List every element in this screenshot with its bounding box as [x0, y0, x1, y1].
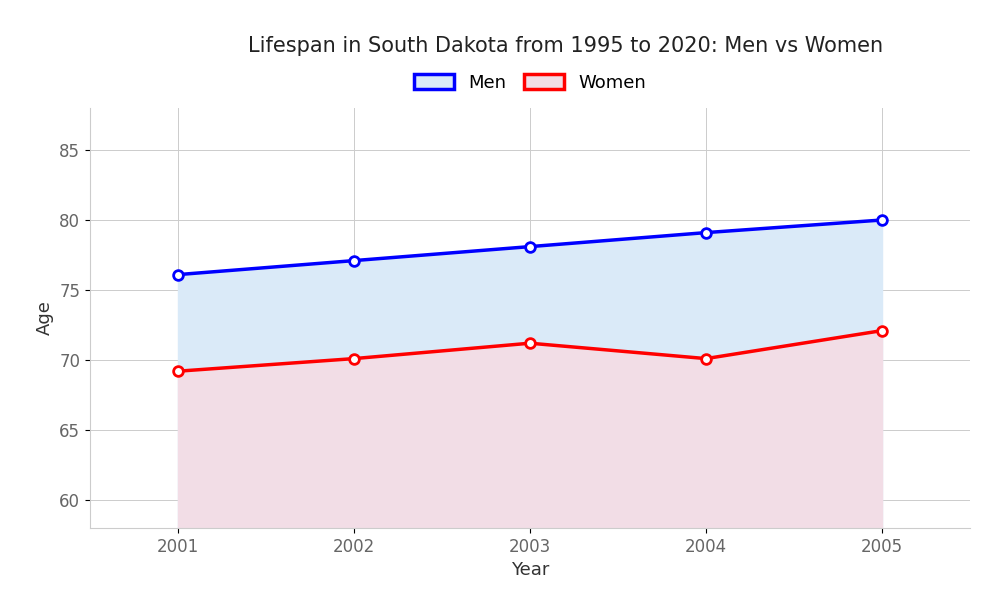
X-axis label: Year: Year — [511, 561, 549, 579]
Y-axis label: Age: Age — [36, 301, 54, 335]
Legend: Men, Women: Men, Women — [407, 67, 653, 99]
Text: Lifespan in South Dakota from 1995 to 2020: Men vs Women: Lifespan in South Dakota from 1995 to 20… — [248, 37, 884, 56]
